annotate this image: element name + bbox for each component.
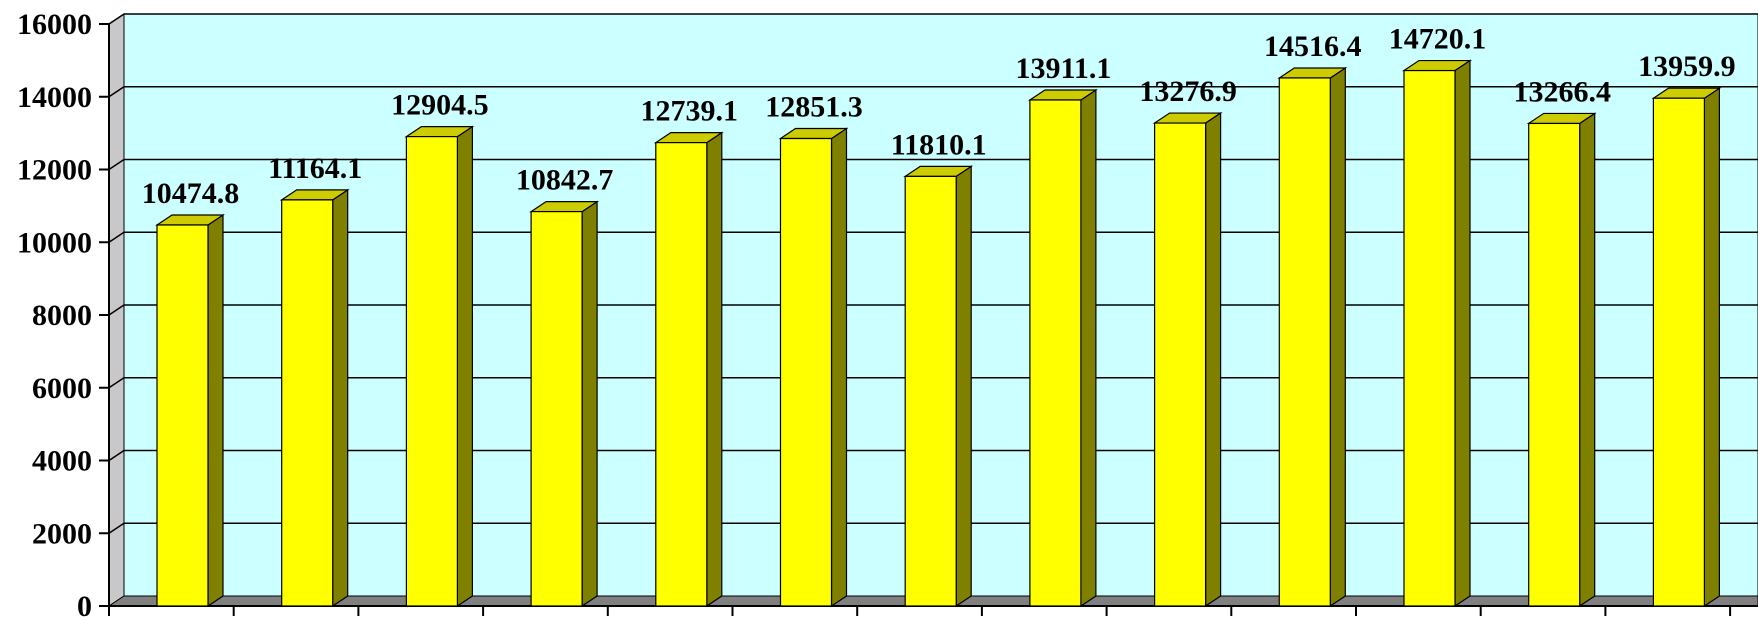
- bar-front: [1652, 97, 1706, 607]
- bar-side: [581, 200, 598, 608]
- bar-side: [1703, 87, 1721, 608]
- bar: [529, 200, 600, 608]
- y-tick-label: 16000: [17, 8, 92, 41]
- bar-front: [1403, 69, 1456, 607]
- y-tick-label: 2000: [32, 517, 92, 550]
- bar-front: [281, 199, 334, 607]
- data-label: 11164.1: [268, 152, 362, 185]
- y-tick-label: 6000: [32, 372, 92, 405]
- bar: [1402, 59, 1472, 608]
- data-label: 14516.4: [1264, 30, 1362, 63]
- bar: [1027, 88, 1098, 608]
- data-label: 12904.5: [391, 89, 489, 122]
- bar-side: [1454, 59, 1471, 608]
- data-label: 10842.7: [516, 164, 614, 197]
- bar-front: [779, 137, 833, 607]
- bar-front: [1278, 77, 1331, 607]
- axes-layer: 0 2000 4000 6000 8000 10000 12000 14000 16000: [17, 8, 1758, 620]
- data-label: 13911.1: [1015, 52, 1111, 85]
- bar: [1152, 111, 1223, 608]
- bar-side: [207, 213, 224, 608]
- y-tick-label: 8000: [32, 299, 92, 332]
- bar-front: [405, 135, 458, 607]
- y-tick-label: 0: [77, 590, 92, 620]
- bar-front: [1528, 122, 1581, 607]
- bar-front: [1153, 122, 1207, 607]
- bar-side: [1080, 88, 1097, 608]
- bar-side: [955, 165, 972, 608]
- labels-layer: 10474.8 11164.1 12904.5 10842.7 12739.1 12851…: [142, 23, 1736, 210]
- data-label: 10474.8: [142, 177, 240, 210]
- gridline: [108, 86, 1758, 98]
- bar-front: [1029, 99, 1082, 607]
- bar: [778, 127, 849, 608]
- data-label: 12739.1: [641, 95, 739, 128]
- data-label: 11810.1: [891, 128, 987, 161]
- bar-side: [456, 125, 473, 608]
- bar-side: [706, 131, 723, 608]
- bar: [653, 131, 724, 608]
- bar-side: [332, 188, 349, 608]
- data-label: 13959.9: [1638, 50, 1736, 83]
- bar-side: [830, 127, 848, 608]
- bar-side: [1204, 111, 1222, 608]
- bar: [1651, 87, 1722, 608]
- bar-side: [1329, 66, 1346, 608]
- bar-front: [530, 210, 583, 607]
- data-label: 12851.3: [765, 91, 863, 124]
- bar-front: [904, 175, 957, 607]
- bar-front: [156, 224, 209, 607]
- bar-side: [1579, 112, 1596, 608]
- y-tick-label: 10000: [17, 226, 92, 259]
- data-label: 13266.4: [1513, 75, 1611, 108]
- bar: [279, 188, 350, 608]
- bar: [1526, 112, 1597, 608]
- data-label: 14720.1: [1389, 23, 1487, 56]
- bar: [903, 165, 974, 608]
- bar: [155, 213, 225, 608]
- y-tick-label: 4000: [32, 445, 92, 478]
- gridline: [108, 13, 1758, 25]
- bar-front: [655, 142, 708, 607]
- bar: [404, 125, 475, 608]
- y-tick-label: 12000: [17, 154, 92, 187]
- data-label: 13276.9: [1139, 75, 1237, 108]
- y-tick-label: 14000: [17, 81, 92, 114]
- bars-layer: [155, 59, 1722, 608]
- bar: [1277, 66, 1348, 608]
